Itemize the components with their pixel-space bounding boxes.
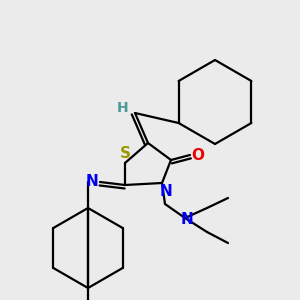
Text: N: N (85, 175, 98, 190)
Text: N: N (181, 212, 194, 226)
Text: S: S (119, 146, 130, 160)
Text: N: N (160, 184, 172, 200)
Text: O: O (191, 148, 205, 163)
Text: H: H (117, 101, 129, 115)
